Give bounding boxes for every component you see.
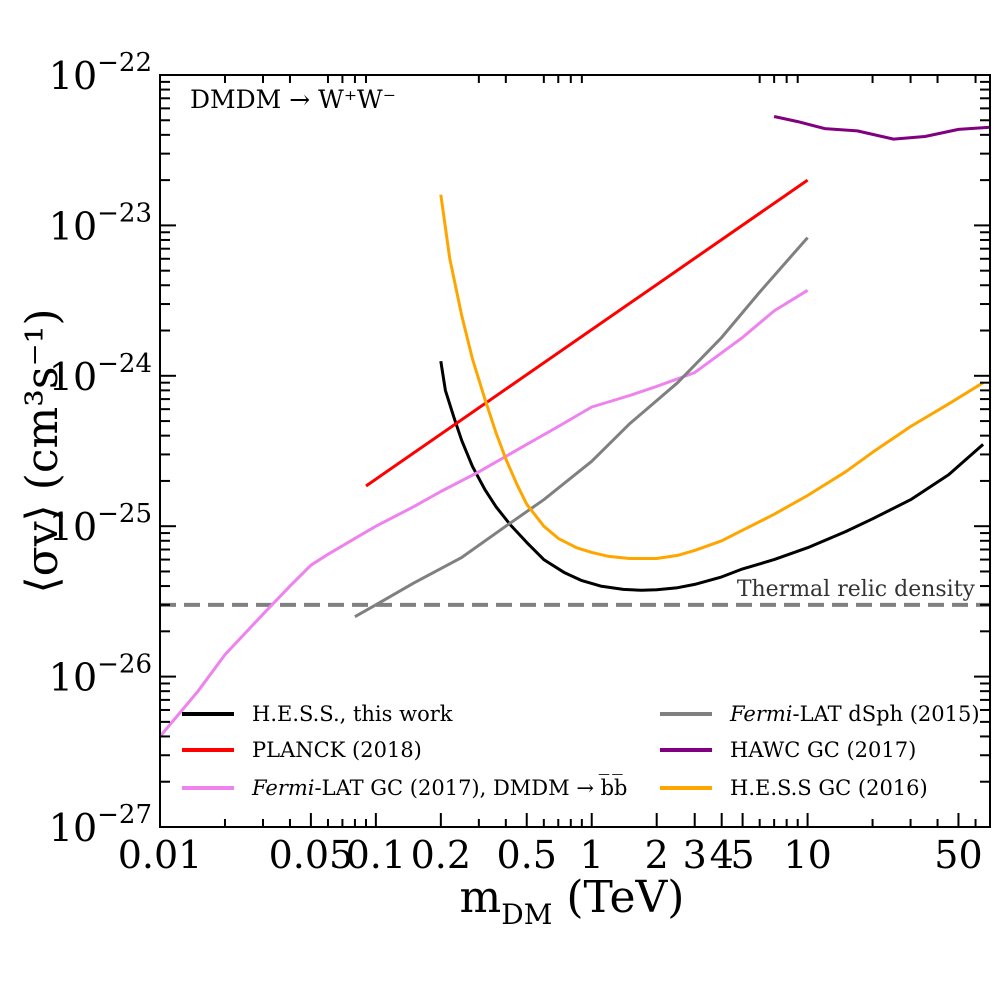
x-tick-label: 0.05	[269, 833, 354, 877]
legend-label-2: Fermi-LAT GC (2017), DMDM → b̅b̅	[251, 774, 627, 800]
x-tick-label: 5	[731, 833, 755, 877]
x-tick-label: 0.1	[346, 833, 406, 877]
series-line-1	[365, 178, 809, 488]
x-tick-label: 0.5	[497, 833, 557, 877]
x-tick-label: 1	[580, 833, 604, 877]
series-line-2	[160, 289, 809, 738]
svg-text:⟨σv⟩ (cm³s⁻¹): ⟨σv⟩ (cm³s⁻¹)	[17, 309, 68, 594]
y-tick-label: 10−25	[49, 499, 152, 549]
series-line-3	[354, 236, 809, 619]
y-axis-title: ⟨σv⟩ (cm³s⁻¹)	[17, 309, 68, 594]
legend: H.E.S.S., this work PLANCK (2018) Fermi-LA…	[182, 702, 980, 800]
x-tick-label: 50	[934, 833, 982, 877]
series-line-0	[439, 360, 985, 592]
tick-labels: 0.01 0.050.1 0.2 0.5 1 2 3 45 10 50 10−27 10−26 10−2…	[49, 48, 983, 877]
y-tick-label: 10−22	[49, 48, 152, 98]
series-line-4	[773, 115, 990, 141]
channel-annotation: DMDM → W⁺W⁻	[190, 85, 396, 114]
y-tick-label: 10−27	[49, 800, 152, 850]
x-tick-label: 3	[683, 833, 707, 877]
plot-frame	[159, 74, 991, 828]
thermal-relic-label: Thermal relic density	[737, 577, 976, 602]
x-tick-label: 0.2	[411, 833, 471, 877]
legend-label-5: H.E.S.S GC (2016)	[730, 776, 928, 800]
x-tick-label: 0.01	[118, 833, 203, 877]
series-line-5	[439, 194, 984, 560]
legend-label-4: HAWC GC (2017)	[730, 738, 916, 762]
svg-text:mDM (TeV): mDM (TeV)	[460, 872, 685, 931]
y-tick-label: 10−24	[49, 349, 152, 399]
x-axis-title: mDM (TeV)	[460, 872, 685, 931]
x-tick-label: 4	[710, 833, 734, 877]
legend-label-1: PLANCK (2018)	[252, 738, 422, 762]
y-tick-label: 10−26	[49, 650, 152, 700]
axis-ticks	[159, 74, 991, 828]
x-tick-label: 10	[783, 833, 831, 877]
legend-label-3: Fermi-LAT dSph (2015)	[729, 702, 980, 726]
plot-area	[160, 115, 990, 738]
y-tick-label: 10−23	[49, 198, 152, 248]
legend-label-0: H.E.S.S., this work	[252, 702, 453, 726]
x-tick-label: 2	[645, 833, 669, 877]
